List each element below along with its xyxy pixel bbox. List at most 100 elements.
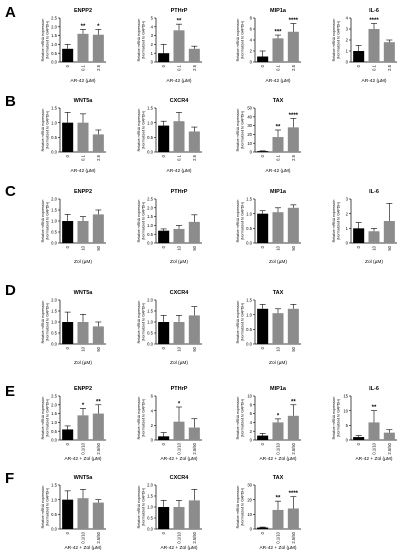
y-tick-label: 1.5 <box>147 214 153 219</box>
y-tick-label: 1.0 <box>147 505 153 510</box>
x-tick-label: 50 <box>96 245 101 250</box>
bar <box>62 48 74 62</box>
x-tick-label: 10 <box>372 245 377 250</box>
y-axis-label: (Normalized to GAPDH) <box>46 21 50 59</box>
chart-title: ENPP2 <box>74 386 92 392</box>
y-tick-label: 40 <box>247 114 252 119</box>
x-tick-label: 50 <box>192 245 197 250</box>
bar <box>368 231 380 243</box>
x-tick-label: 0.1 <box>177 154 182 160</box>
x-tick-label: 10 <box>276 245 281 250</box>
x-axis-label: Zol (µM) <box>269 259 287 265</box>
chart-e-il-6: IL-6 Relative mRNA expression (Normalized … <box>332 386 397 462</box>
x-tick-label: 0 <box>161 442 166 445</box>
y-tick-label: 0.5 <box>51 230 57 235</box>
x-tick-label: 0.1 <box>276 64 281 70</box>
x-tick-label: 0 <box>161 154 166 157</box>
y-axis-label: Relative mRNA expression <box>41 200 45 243</box>
significance-label: ** <box>276 496 281 502</box>
x-tick-label: 0 <box>260 245 265 248</box>
y-axis-label: Relative mRNA expression <box>236 397 240 440</box>
bar <box>173 322 185 344</box>
chart-title: PTHrP <box>171 386 188 392</box>
x-tick-label: 2.5 <box>96 154 101 160</box>
y-tick-label: 1.0 <box>51 120 57 125</box>
y-tick-label: 0 <box>151 60 154 65</box>
significance-label: ** <box>276 125 281 131</box>
y-axis-label: Relative mRNA expression <box>332 200 336 243</box>
x-tick-label: 2.5 <box>192 154 197 160</box>
chart-a-enpp2: ENPP2 Relative mRNA expression (Normalized… <box>41 8 106 84</box>
y-tick-label: 0 <box>250 527 253 532</box>
x-tick-label: 0 <box>260 154 265 157</box>
y-axis-label: (Normalized to GAPDH) <box>337 21 341 59</box>
y-tick-label: 2.5 <box>147 197 153 202</box>
y-axis-label: Relative mRNA expression <box>41 301 45 344</box>
y-tick-label: 0.0 <box>147 241 153 246</box>
x-tick-label: 0.1/10 <box>177 442 182 454</box>
x-tick-label: 0.1 <box>81 154 86 160</box>
y-tick-label: 0.5 <box>51 135 57 140</box>
y-tick-label: 0 <box>346 438 349 443</box>
y-tick-label: 2.0 <box>51 298 57 303</box>
x-tick-label: 0.1/10 <box>372 442 377 454</box>
y-tick-label: 6 <box>151 394 154 399</box>
significance-label: **** <box>289 18 299 24</box>
chart-d-cxcr4: CXCR4 Relative mRNA expression (Normalized… <box>137 290 202 366</box>
bar <box>287 207 299 243</box>
x-tick-label: 50 <box>96 346 101 351</box>
bar <box>77 322 89 344</box>
x-tick-label: 0 <box>356 64 361 67</box>
y-axis-label: (Normalized to GAPDH) <box>142 21 146 59</box>
y-tick-label: 0.0 <box>51 438 57 443</box>
x-axis-label: AR-42 + Zol (µM) <box>64 456 101 462</box>
bar <box>92 134 104 152</box>
y-tick-label: 3 <box>346 197 349 202</box>
chart-b-wnt5a: WNT5a Relative mRNA expression (Normalized… <box>41 98 106 174</box>
significance-label: ** <box>96 399 101 405</box>
y-tick-label: 0.5 <box>51 429 57 434</box>
y-tick-label: 2.0 <box>147 205 153 210</box>
y-tick-label: 2.5 <box>51 394 57 399</box>
y-tick-label: 2 <box>250 429 253 434</box>
x-tick-label: 0.1 <box>276 154 281 160</box>
significance-label: *** <box>274 30 282 36</box>
y-tick-label: 3 <box>346 27 349 32</box>
x-tick-label: 2.5/50 <box>96 531 101 543</box>
chart-c-pthrp: PTHrP Relative mRNA expression (Normalized… <box>137 189 202 265</box>
y-axis-label: (Normalized to GAPDH) <box>142 399 146 437</box>
y-tick-label: 1.0 <box>51 219 57 224</box>
chart-c-il-6: IL-6 Relative mRNA expression (Normalized … <box>332 189 397 265</box>
x-axis-label: AR-42 + Zol (µM) <box>160 456 197 462</box>
chart-c-enpp2: ENPP2 Relative mRNA expression (Normalized… <box>41 189 106 265</box>
x-axis-label: AR-42 + Zol (µM) <box>259 545 296 550</box>
x-tick-label: 10 <box>177 245 182 250</box>
x-axis-label: Zol (µM) <box>170 259 188 265</box>
y-tick-label: 1.0 <box>51 497 57 502</box>
y-tick-label: 4 <box>151 24 154 29</box>
chart-e-enpp2: ENPP2 Relative mRNA expression (Normalized… <box>41 386 106 462</box>
bar <box>62 429 74 440</box>
chart-title: CXCR4 <box>170 475 190 481</box>
y-tick-label: 1.5 <box>51 208 57 213</box>
x-tick-label: 10 <box>81 245 86 250</box>
y-tick-label: 1.5 <box>147 494 153 499</box>
x-tick-label: 2.5 <box>96 64 101 70</box>
x-tick-label: 50 <box>192 346 197 351</box>
y-tick-label: 1.5 <box>51 309 57 314</box>
y-axis-label: (Normalized to GAPDH) <box>337 399 341 437</box>
y-tick-label: 0.0 <box>51 150 57 155</box>
y-tick-label: 0.0 <box>246 342 252 347</box>
chart-title: CXCR4 <box>170 290 190 296</box>
bar <box>92 214 104 243</box>
bar <box>77 415 89 440</box>
x-tick-label: 0.1 <box>177 64 182 70</box>
bar <box>92 413 104 440</box>
y-axis-label: Relative mRNA expression <box>236 109 240 152</box>
bar <box>353 228 365 243</box>
y-tick-label: 1.5 <box>246 197 252 202</box>
x-tick-label: 0.1/10 <box>276 442 281 454</box>
x-tick-label: 0 <box>65 64 70 67</box>
y-tick-label: 2.0 <box>51 197 57 202</box>
